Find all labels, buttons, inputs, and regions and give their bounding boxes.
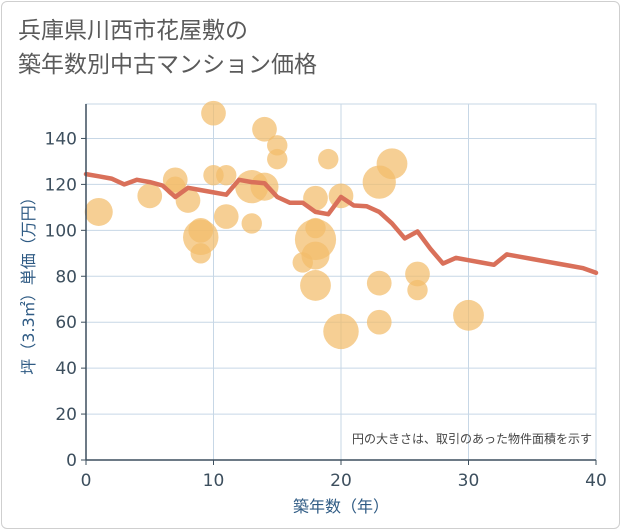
average-price-line — [83, 171, 599, 276]
bubble-point — [300, 270, 331, 301]
x-tick-label: 30 — [458, 471, 480, 491]
bubble-point — [366, 309, 392, 335]
y-tick-label: 140 — [45, 129, 77, 149]
x-tick-label: 10 — [203, 471, 225, 491]
x-tick-label: 40 — [585, 471, 607, 491]
bubble-point — [188, 217, 214, 243]
bubble-point — [323, 313, 359, 350]
bubble-point — [216, 165, 237, 186]
y-tick-label: 120 — [45, 175, 77, 195]
bubble-point — [190, 243, 211, 264]
bubble-point — [376, 148, 408, 180]
y-tick-label: 40 — [55, 359, 77, 379]
bubble-point — [407, 279, 428, 301]
bubble-series — [84, 100, 484, 350]
bubble-point — [252, 116, 277, 142]
bubble-point — [453, 299, 484, 331]
bubble-point — [405, 261, 430, 287]
y-tick-label: 100 — [45, 221, 77, 241]
bubble-point — [301, 241, 330, 270]
bubble-point — [303, 185, 328, 211]
bubble-size-note: 円の大きさは、取引のあった物件面積を示す — [352, 431, 592, 446]
x-tick-label: 20 — [330, 471, 352, 491]
y-tick-label: 60 — [55, 313, 77, 333]
bubble-point — [84, 197, 113, 226]
chart-title-line2: 築年数別中古マンション価格 — [18, 52, 317, 78]
y-axis-label: 坪（3.3㎡）単価（万円） — [19, 189, 38, 374]
bubble-point — [137, 183, 163, 209]
x-axis-label: 築年数（年） — [293, 497, 389, 516]
bubble-point — [201, 100, 226, 126]
y-tick-label: 0 — [66, 451, 77, 471]
y-tick-label: 80 — [55, 267, 77, 287]
bubble-point — [241, 213, 262, 234]
axes: 0 10 20 30 40 0 20 40 60 80 100 120 140 — [45, 104, 607, 491]
average-price-line-group — [83, 171, 599, 276]
chart-title: 兵庫県川西市花屋敷の 築年数別中古マンション価格 — [18, 14, 317, 82]
x-tick-label: 0 — [81, 471, 92, 491]
bubble-point — [318, 148, 339, 170]
bubble-point — [305, 217, 326, 239]
bubble-point — [366, 270, 392, 296]
y-tick-label: 20 — [55, 405, 77, 425]
bubble-point — [213, 204, 239, 229]
chart-title-line1: 兵庫県川西市花屋敷の — [18, 18, 248, 44]
bubble-point — [267, 148, 288, 170]
